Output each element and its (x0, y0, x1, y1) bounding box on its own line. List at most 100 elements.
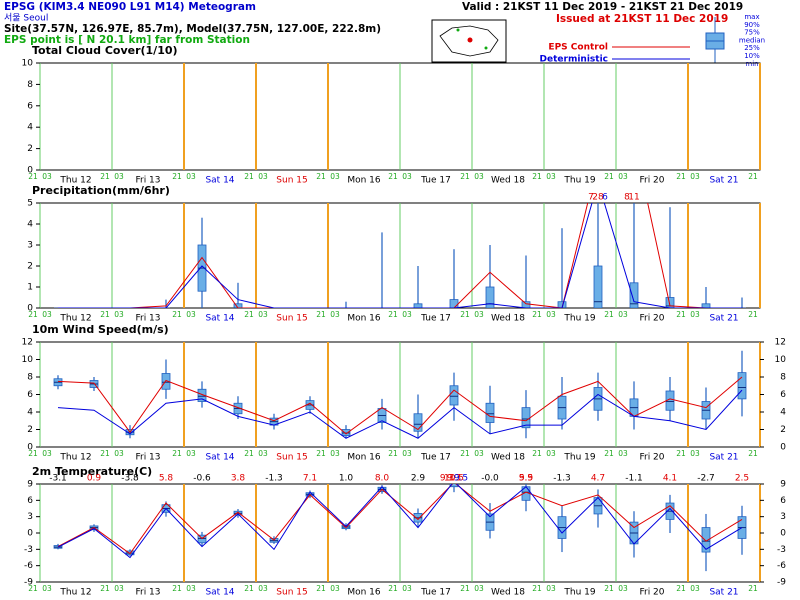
day-label: Sun 15 (276, 453, 307, 463)
hour-label: 21 (316, 310, 326, 319)
hour-label: 21 (388, 172, 398, 181)
y-tick-label: -3 (24, 545, 33, 555)
box-body (737, 372, 747, 400)
y-tick-label: 3 (780, 512, 786, 522)
y-tick-label: 0 (27, 529, 33, 539)
day-label: Sat 21 (709, 314, 738, 324)
y-tick-label: 3 (27, 512, 33, 522)
panel: 10m Wind Speed(m/s) 21 03 Thu 12 21 03 Fri 13 2… (22, 323, 787, 463)
hour-label: 03 (186, 310, 196, 319)
extreme-label: -0.0 (481, 474, 499, 484)
hour-label: 21 (100, 449, 110, 458)
hour-label: 21 (604, 449, 614, 458)
box-body (521, 301, 531, 308)
day-label: Sat 14 (205, 314, 234, 324)
hour-label: 03 (546, 449, 556, 458)
day-label: Thu 19 (563, 453, 595, 463)
station-name: 서울 Seoul (4, 13, 48, 24)
y-tick-label: 8 (27, 80, 33, 90)
hour-label: 21 (676, 449, 686, 458)
day-label: Fri 20 (639, 176, 664, 186)
legend-box-label: min (745, 60, 758, 68)
y-tick-label: 4 (27, 408, 33, 418)
extreme-label: 5.9 (519, 474, 534, 484)
box-body (665, 297, 675, 308)
y-tick-label: 0 (780, 529, 786, 539)
day-label: Mon 16 (347, 588, 381, 598)
hour-label: 21 (244, 449, 254, 458)
y-tick-label: 0 (27, 304, 33, 314)
y-tick-label: 6 (27, 101, 33, 111)
y-tick-label: -9 (24, 578, 33, 588)
extreme-label: -1.3 (553, 474, 571, 484)
hour-label: 21 (28, 172, 38, 181)
y-tick-label: 8 (780, 373, 786, 383)
day-label: Tue 17 (420, 453, 451, 463)
hour-label: 21 (100, 310, 110, 319)
map-point (456, 28, 460, 32)
overflow-label: 8 (624, 193, 630, 203)
hour-label: 21 (460, 310, 470, 319)
extreme-label: 1.0 (339, 474, 354, 484)
overflow-label: 9.5 (519, 474, 533, 484)
hour-label: 03 (330, 584, 340, 593)
day-label: Fri 13 (135, 453, 160, 463)
y-tick-label: 4 (27, 123, 33, 133)
day-label: Tue 17 (420, 314, 451, 324)
y-tick-label: 12 (775, 338, 786, 348)
overflow-label: 11 (628, 193, 639, 203)
hour-label: 03 (42, 310, 52, 319)
hour-label: 21 (604, 584, 614, 593)
y-tick-label: 6 (780, 496, 786, 506)
hour-label: 21 (676, 310, 686, 319)
y-tick-label: 12 (22, 338, 33, 348)
panel-title: 10m Wind Speed(m/s) (32, 323, 169, 336)
valid-range: Valid : 21KST 11 Dec 2019 - 21KST 21 Dec… (462, 1, 743, 13)
series-line (57, 484, 743, 559)
y-tick-label: -6 (24, 561, 33, 571)
day-label: Fri 13 (135, 314, 160, 324)
extreme-label: 5.8 (159, 474, 174, 484)
hour-label: 03 (474, 172, 484, 181)
day-label: Wed 18 (491, 453, 525, 463)
overflow-label: 10.5 (444, 474, 464, 484)
y-tick-label: 10 (22, 59, 34, 69)
map-station (467, 37, 473, 43)
day-label: Sun 15 (276, 588, 307, 598)
hour-label: 03 (258, 310, 268, 319)
box-body (629, 282, 639, 308)
box-body (485, 286, 495, 308)
day-label: Mon 16 (347, 453, 381, 463)
legend-label: EPS Control (548, 43, 608, 53)
day-label: Tue 17 (420, 176, 451, 186)
hour-label: 21 (28, 584, 38, 593)
y-tick-label: 0 (780, 443, 786, 453)
hour-label: 03 (186, 449, 196, 458)
hour-label: 21 (244, 172, 254, 181)
hour-label: 03 (114, 172, 124, 181)
day-label: Sat 21 (709, 588, 738, 598)
day-label: Fri 13 (135, 588, 160, 598)
series-line (57, 389, 743, 439)
hour-label: 21 (604, 310, 614, 319)
hour-label: 21 (172, 172, 182, 181)
location-map (431, 19, 507, 63)
panels: Total Cloud Cover(1/10)21 03 Thu 12 21 03 Fri… (22, 44, 787, 598)
hour-label: 03 (546, 172, 556, 181)
hour-label: 03 (258, 584, 268, 593)
hour-label: 03 (618, 310, 628, 319)
hour-label: 03 (42, 172, 52, 181)
series-line (58, 203, 742, 308)
extreme-label: 8.0 (375, 474, 390, 484)
legend-box-label: 25% (744, 44, 760, 52)
hour-label: 03 (474, 584, 484, 593)
extreme-label: 2.5 (735, 474, 749, 484)
overflow-label: 9.3 (440, 474, 454, 484)
hour-label: 21 (460, 172, 470, 181)
hour-label: 03 (114, 584, 124, 593)
hour-label: 03 (330, 449, 340, 458)
hour-label: 21 (532, 449, 542, 458)
box-body (413, 303, 423, 308)
hour-label: 03 (690, 584, 700, 593)
day-label: Sat 14 (205, 176, 234, 186)
